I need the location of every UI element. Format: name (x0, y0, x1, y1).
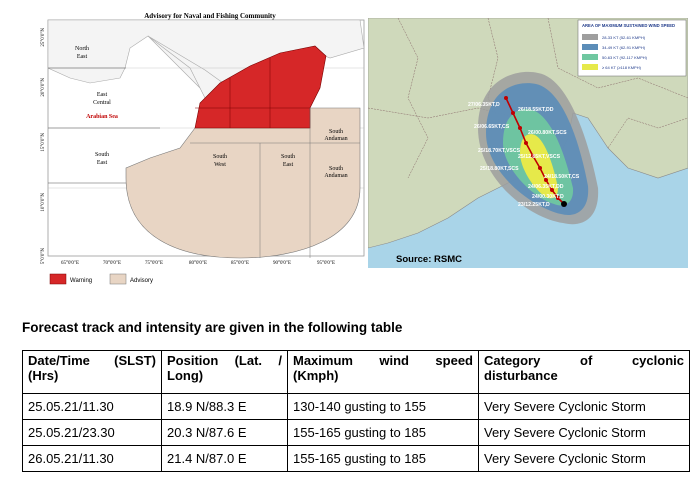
svg-text:25/12.85KT,VSCS: 25/12.85KT,VSCS (518, 154, 561, 160)
svg-text:24/06.35KT,DD: 24/06.35KT,DD (528, 184, 564, 190)
forecast-track-map: 27/06.35KT,D 26/18.55KT,DD 26/06.65KT,CS… (368, 18, 688, 268)
cyclone-track (505, 97, 565, 205)
svg-text:27/06.35KT,D: 27/06.35KT,D (468, 102, 500, 108)
svg-text:15°0'0"N: 15°0'0"N (41, 133, 46, 152)
svg-text:5°0'0"N: 5°0'0"N (41, 248, 46, 264)
cell-position: 18.9 N/88.3 E (161, 393, 288, 420)
svg-text:34-49 KT (62-91 KMPH): 34-49 KT (62-91 KMPH) (602, 45, 646, 50)
svg-text:North: North (75, 46, 89, 52)
header-position: Position (Lat. / Long) (161, 350, 288, 394)
svg-text:85°0'0"E: 85°0'0"E (231, 261, 249, 266)
cell-position: 21.4 N/87.0 E (161, 445, 288, 472)
svg-text:Andaman: Andaman (324, 136, 347, 142)
source-label: Source: RSMC (396, 254, 462, 265)
advisory-swatch (109, 273, 127, 285)
table-header-row: Date/Time (SLST) (Hrs) Position (Lat. / … (22, 350, 690, 394)
svg-text:Central: Central (93, 100, 111, 106)
svg-text:South: South (329, 129, 343, 135)
wind-speed-legend: AREA OF MAXIMUM SUSTAINED WIND SPEED 28-… (577, 19, 687, 77)
svg-text:10°0'0"N: 10°0'0"N (41, 193, 46, 212)
svg-text:South: South (281, 154, 295, 160)
forecast-table: Date/Time (SLST) (Hrs) Position (Lat. / … (22, 350, 690, 472)
svg-text:East: East (77, 54, 88, 60)
cell-wind: 155-165 gusting to 185 (287, 445, 479, 472)
table-row: 25.05.21/23.30 20.3 N/87.6 E 155-165 gus… (22, 419, 690, 446)
advisory-area (125, 107, 361, 259)
svg-text:25°0'0"N: 25°0'0"N (41, 28, 46, 47)
svg-text:90°0'0"E: 90°0'0"E (273, 261, 291, 266)
header-wind: Maximum wind speed (Kmph) (287, 350, 479, 394)
cell-datetime: 25.05.21/23.30 (22, 419, 162, 446)
header-datetime: Date/Time (SLST) (Hrs) (22, 350, 162, 394)
svg-text:50-63 KT (92-117 KMPH): 50-63 KT (92-117 KMPH) (602, 55, 648, 60)
advisory-legend: Advisory (130, 278, 153, 284)
svg-text:≥ 64 KT (≥118 KMPH): ≥ 64 KT (≥118 KMPH) (602, 65, 642, 70)
table-row: 26.05.21/11.30 21.4 N/87.0 E 155-165 gus… (22, 445, 690, 472)
svg-text:Andaman: Andaman (324, 173, 347, 179)
svg-text:65°0'0"E: 65°0'0"E (61, 261, 79, 266)
svg-text:75°0'0"E: 75°0'0"E (145, 261, 163, 266)
svg-text:25/18.80KT,SCS: 25/18.80KT,SCS (480, 166, 519, 172)
table-row: 25.05.21/11.30 18.9 N/88.3 E 130-140 gus… (22, 393, 690, 420)
svg-text:AREA OF MAXIMUM SUSTAINED WIND: AREA OF MAXIMUM SUSTAINED WIND SPEED (582, 23, 675, 28)
warning-swatch (49, 273, 67, 285)
svg-text:East: East (283, 162, 294, 168)
svg-text:70°0'0"E: 70°0'0"E (103, 261, 121, 266)
map-title: Advisory for Naval and Fishing Community (144, 12, 276, 20)
svg-text:South: South (329, 166, 343, 172)
svg-text:20°0'0"N: 20°0'0"N (41, 78, 46, 97)
cyclone-current-position (561, 201, 567, 207)
svg-text:24/18.50KT,CS: 24/18.50KT,CS (544, 174, 580, 180)
svg-text:24/00.30KT,D: 24/00.30KT,D (532, 194, 564, 200)
svg-text:East: East (97, 92, 108, 98)
svg-text:26/00.80KT,SCS: 26/00.80KT,SCS (528, 130, 567, 136)
advisory-map: Advisory for Naval and Fishing Community… (30, 8, 366, 288)
svg-text:West: West (214, 162, 226, 168)
svg-text:25/18.70KT,VSCS: 25/18.70KT,VSCS (478, 148, 521, 154)
cell-datetime: 25.05.21/11.30 (22, 393, 162, 420)
svg-text:26/18.55KT,DD: 26/18.55KT,DD (518, 107, 554, 113)
arabian-sea-label: Arabian Sea (86, 114, 118, 120)
cell-wind: 155-165 gusting to 185 (287, 419, 479, 446)
cell-position: 20.3 N/87.6 E (161, 419, 288, 446)
svg-text:South: South (213, 154, 227, 160)
cell-datetime: 26.05.21/11.30 (22, 445, 162, 472)
svg-text:East: East (97, 160, 108, 166)
cell-category: Very Severe Cyclonic Storm (478, 419, 690, 446)
header-category: Category of cyclonic disturbance (478, 350, 690, 394)
table-caption: Forecast track and intensity are given i… (22, 320, 403, 335)
cell-category: Very Severe Cyclonic Storm (478, 445, 690, 472)
svg-text:South: South (95, 152, 109, 158)
svg-text:26/06.65KT,CS: 26/06.65KT,CS (474, 124, 510, 130)
svg-text:23/12.25KT,D: 23/12.25KT,D (518, 202, 550, 208)
svg-text:80°0'0"E: 80°0'0"E (189, 261, 207, 266)
cell-wind: 130-140 gusting to 155 (287, 393, 479, 420)
cell-category: Very Severe Cyclonic Storm (478, 393, 690, 420)
svg-text:28-33 KT (52-61 KMPH): 28-33 KT (52-61 KMPH) (602, 35, 646, 40)
svg-text:95°0'0"E: 95°0'0"E (317, 261, 335, 266)
warning-legend: Warning (70, 278, 92, 284)
